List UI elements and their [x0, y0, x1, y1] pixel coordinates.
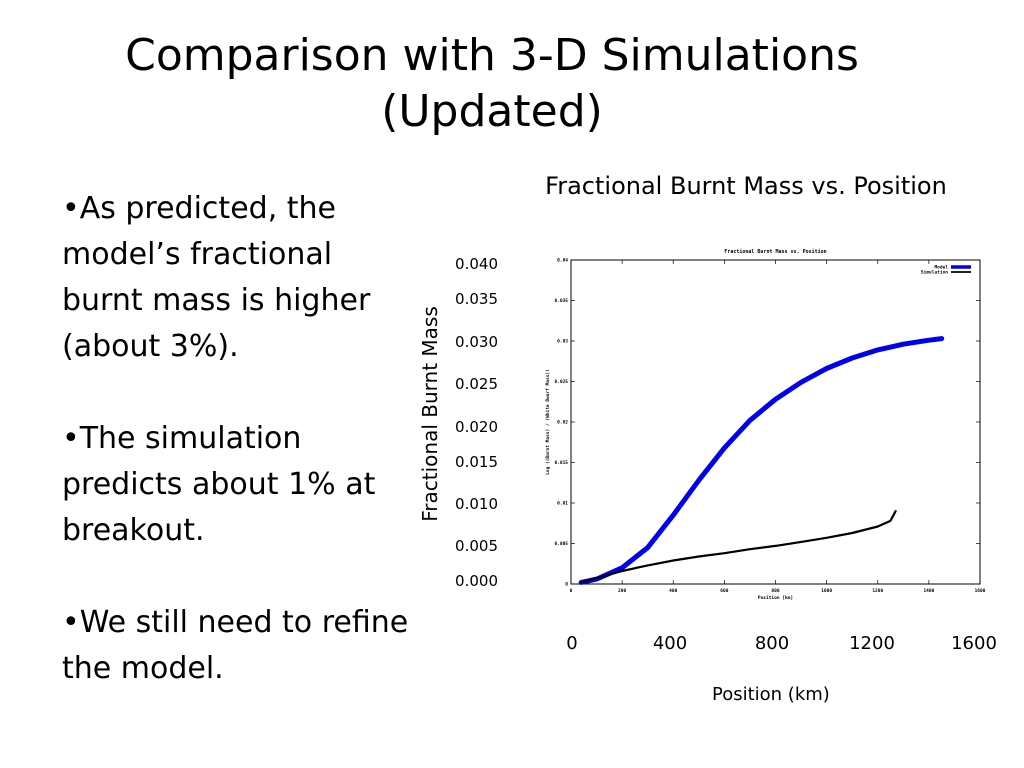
x-tick-label-large: 0: [566, 633, 578, 654]
y-tick-label: 0.025: [554, 379, 568, 385]
y-tick-label-large: 0.015: [455, 453, 498, 471]
x-tick-label-large: 1600: [951, 633, 997, 654]
x-tick-label: 1000: [821, 588, 832, 594]
plot-x-label: Position [km]: [758, 595, 793, 601]
y-tick-label-large: 0.020: [455, 418, 498, 436]
x-tick-label-large: 800: [754, 633, 790, 654]
plot-y-label: Log ((Burnt Mass) / (White Dwarf Mass)): [545, 369, 551, 475]
bullet-item: •As predicted, the model’s fractional bu…: [62, 191, 371, 364]
y-tick-label-large: 0.010: [455, 495, 498, 513]
y-axis-title: Fractional Burnt Mass: [418, 306, 442, 522]
x-tick-label-large: 1200: [849, 633, 895, 654]
series-line-simulation: [580, 510, 897, 584]
y-tick-label: 0.015: [554, 460, 568, 466]
slide-title-line-1: Comparison with 3-D Simulations: [125, 30, 859, 81]
y-tick-label: 0: [565, 582, 568, 588]
x-axis-title: Position (km): [712, 684, 830, 705]
y-tick-label-large: 0.005: [455, 537, 498, 555]
x-tick-label: 1600: [975, 588, 986, 594]
y-tick-label: 0.035: [554, 298, 568, 304]
x-tick-label: 0: [570, 588, 573, 594]
bullet-list: •As predicted, the model’s fractional bu…: [62, 186, 412, 738]
y-tick-label: 0.02: [557, 420, 568, 426]
line-chart-svg: Fractional Burnt Mass vs. Position 0 0.005…: [545, 249, 986, 601]
x-tick-label: 1400: [923, 588, 934, 594]
y-tick-label: 0.005: [554, 541, 568, 547]
legend-label: Model: [934, 265, 948, 271]
y-tick-label-large: 0.040: [455, 255, 498, 273]
legend-label: Simulation: [921, 270, 948, 276]
y-tick-label: 0.03: [557, 339, 568, 345]
y-tick-label: 0.01: [557, 501, 568, 507]
x-tick-label-large: 400: [652, 633, 688, 654]
plot-title: Fractional Burnt Mass vs. Position: [724, 249, 826, 255]
slide-title: Comparison with 3-D Simulations (Updated…: [60, 28, 924, 140]
chart-heading: Fractional Burnt Mass vs. Position: [545, 172, 947, 200]
y-tick-label-large: 0.000: [455, 572, 498, 590]
series-line-model: [578, 336, 945, 585]
plot-frame: [570, 259, 981, 585]
y-tick-label-large: 0.025: [455, 375, 498, 393]
y-tick-label-large: 0.035: [455, 290, 498, 308]
y-tick-label: 0.04: [557, 258, 568, 264]
bullet-item: •The simulation predicts about 1% at bre…: [62, 421, 376, 548]
y-tick-label-large: 0.030: [455, 333, 498, 351]
x-tick-label: 600: [720, 588, 728, 594]
x-tick-label: 200: [618, 588, 626, 594]
x-tick-label: 400: [669, 588, 677, 594]
x-tick-label: 1200: [872, 588, 883, 594]
x-tick-label: 800: [771, 588, 779, 594]
slide-title-line-2: (Updated): [381, 86, 603, 137]
bullet-item: •We still need to refine the model.: [62, 605, 409, 686]
